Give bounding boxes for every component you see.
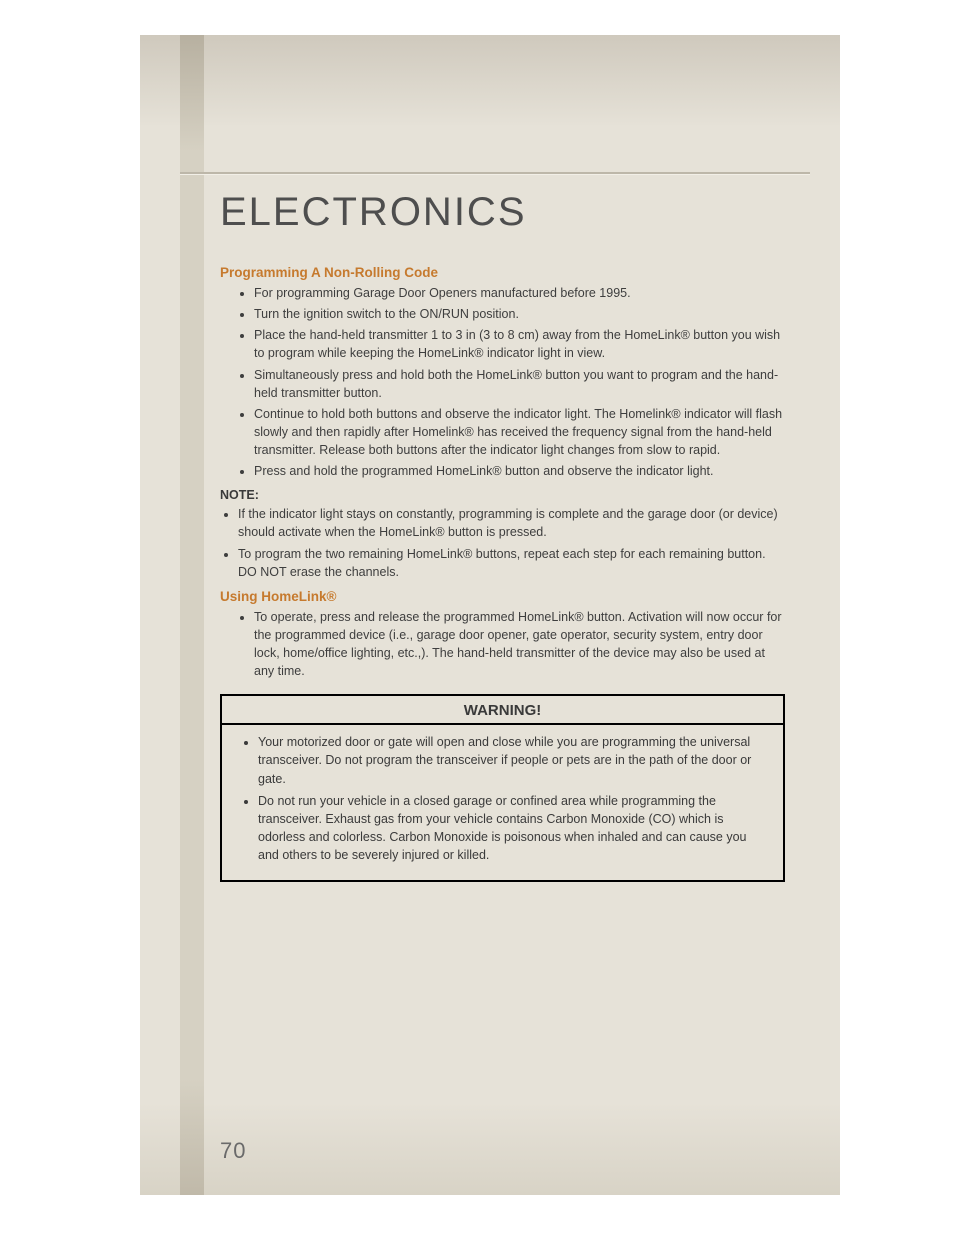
warning-box: WARNING! Your motorized door or gate wil… — [220, 694, 785, 882]
header-rule — [180, 172, 810, 175]
list-item: To program the two remaining HomeLink® b… — [238, 545, 785, 581]
content-area: ELECTRONICS Programming A Non-Rolling Co… — [220, 190, 785, 882]
list-item: Place the hand-held transmitter 1 to 3 i… — [254, 326, 785, 362]
programming-list: For programming Garage Door Openers manu… — [220, 284, 785, 480]
note-list: If the indicator light stays on constant… — [220, 505, 785, 581]
list-item: Turn the ignition switch to the ON/RUN p… — [254, 305, 785, 323]
page-number: 70 — [220, 1138, 246, 1164]
section-heading-programming: Programming A Non-Rolling Code — [220, 265, 785, 280]
list-item: If the indicator light stays on constant… — [238, 505, 785, 541]
warning-list: Your motorized door or gate will open an… — [240, 733, 765, 864]
list-item: Your motorized door or gate will open an… — [258, 733, 765, 787]
list-item: Do not run your vehicle in a closed gara… — [258, 792, 765, 865]
note-heading: NOTE: — [220, 488, 785, 502]
list-item: Press and hold the programmed HomeLink® … — [254, 462, 785, 480]
using-list: To operate, press and release the progra… — [220, 608, 785, 681]
list-item: For programming Garage Door Openers manu… — [254, 284, 785, 302]
list-item: To operate, press and release the progra… — [254, 608, 785, 681]
warning-heading: WARNING! — [222, 696, 783, 725]
section-heading-using: Using HomeLink® — [220, 589, 785, 604]
page-title: ELECTRONICS — [220, 190, 785, 235]
left-stripe — [180, 35, 204, 1195]
list-item: Simultaneously press and hold both the H… — [254, 366, 785, 402]
list-item: Continue to hold both buttons and observ… — [254, 405, 785, 459]
